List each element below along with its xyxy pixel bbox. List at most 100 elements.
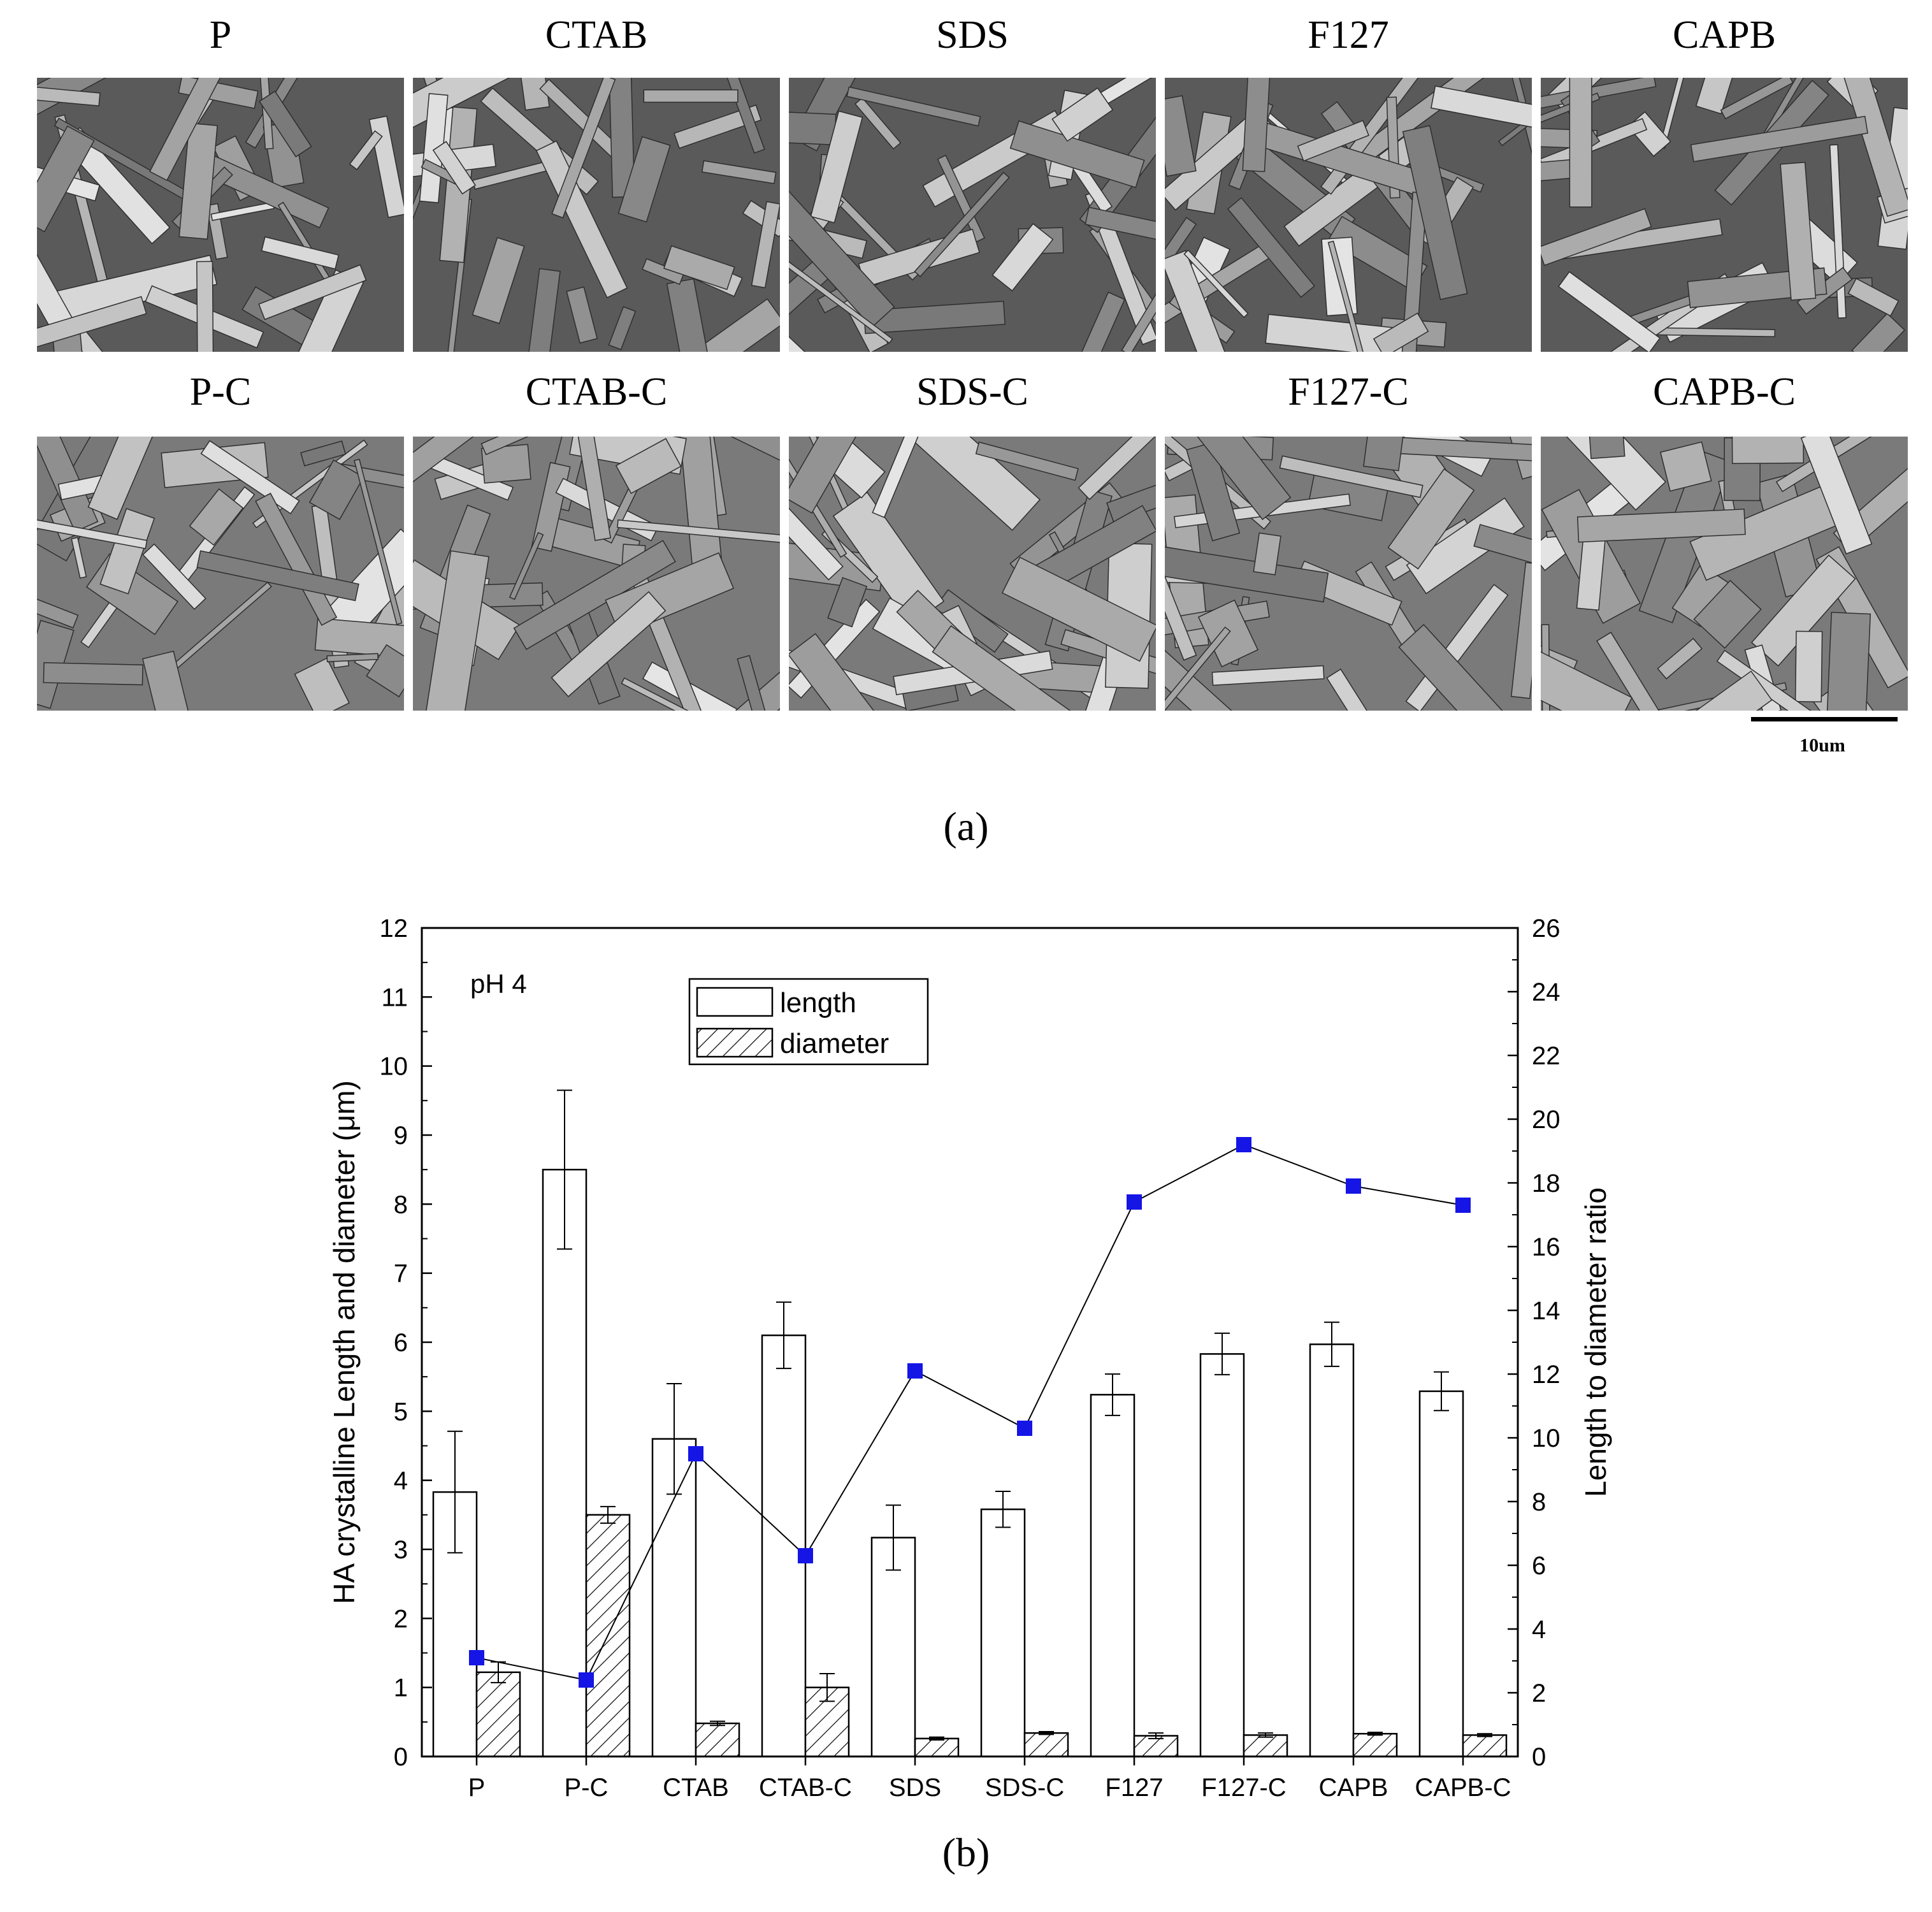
y-tick-label: 0 xyxy=(394,1743,408,1771)
y-axis-title: HA crystalline Length and diameter (μm) xyxy=(328,1080,361,1604)
y-tick-label: 12 xyxy=(380,915,408,943)
bar-diameter xyxy=(1243,1734,1288,1758)
sem-label: P-C xyxy=(189,370,252,414)
y-tick-label: 9 xyxy=(394,1122,408,1150)
y-tick-label: 8 xyxy=(394,1191,408,1219)
bar-diameter xyxy=(695,1722,740,1758)
bar-length xyxy=(1090,1394,1135,1758)
y2-tick-label: 16 xyxy=(1532,1233,1561,1261)
bar-length xyxy=(542,1168,588,1758)
y-tick-label: 5 xyxy=(394,1398,408,1426)
x-tick-label: P xyxy=(468,1774,486,1802)
y2-tick-label: 22 xyxy=(1532,1042,1561,1070)
bar-diameter xyxy=(1352,1733,1398,1758)
bar-diameter xyxy=(1462,1734,1508,1758)
y-tick-label: 11 xyxy=(381,983,408,1011)
y-tick-label: 2 xyxy=(394,1605,408,1633)
x-tick-label: F127-C xyxy=(1201,1774,1286,1802)
x-tick-label: F127 xyxy=(1105,1774,1163,1802)
bar-diameter xyxy=(475,1671,521,1758)
sem-label: P xyxy=(209,13,232,57)
sem-label: CAPB xyxy=(1673,13,1776,57)
chart-panel: P P-C CTAB CTAB-C SDS SDS-C F127 F127-C CAPB CAPB… xyxy=(0,854,1932,1912)
y2-tick-label: 12 xyxy=(1532,1361,1561,1389)
y2-tick-label: 14 xyxy=(1532,1297,1561,1325)
sem-label: F127-C xyxy=(1288,370,1409,414)
bar-diameter xyxy=(914,1737,960,1758)
ratio-point xyxy=(469,1650,484,1665)
bar-line-chart: P P-C CTAB CTAB-C SDS SDS-C F127 F127-C CAPB CAPB… xyxy=(328,915,1612,1802)
sem-micrograph xyxy=(1541,78,1908,352)
ratio-point xyxy=(1346,1178,1361,1194)
bars-layer xyxy=(432,1168,1508,1758)
y2-tick-label: 10 xyxy=(1532,1424,1561,1452)
legend-swatch xyxy=(696,1027,774,1058)
x-tick-label: CTAB-C xyxy=(759,1774,852,1802)
x-tick-label: SDS-C xyxy=(985,1774,1064,1802)
y-tick-label: 7 xyxy=(394,1260,408,1288)
sem-label: CTAB xyxy=(545,13,648,57)
legend-swatch xyxy=(696,987,774,1017)
sem-micrograph xyxy=(37,78,404,352)
error-bars-layer xyxy=(447,1089,1492,1741)
y2-tick-label: 26 xyxy=(1532,915,1561,943)
legend-label: diameter xyxy=(780,1028,889,1059)
sem-label: SDS xyxy=(936,13,1009,57)
ratio-line xyxy=(476,1143,1464,1681)
x-tick-label: CAPB-C xyxy=(1415,1774,1511,1802)
ratio-point xyxy=(798,1548,813,1563)
sem-label: CTAB-C xyxy=(525,370,668,414)
legend: length diameter xyxy=(688,978,929,1066)
y2-tick-label: 24 xyxy=(1532,978,1561,1006)
ratio-line-layer xyxy=(469,1137,1471,1688)
y2-tick-label: 6 xyxy=(1532,1552,1546,1580)
sem-micrograph xyxy=(789,437,1156,711)
bar-diameter xyxy=(1133,1735,1179,1758)
y2-tick-label: 4 xyxy=(1532,1616,1546,1644)
y2-tick-label: 8 xyxy=(1532,1488,1546,1516)
panel-b-caption: (b) xyxy=(942,1830,990,1875)
sem-micrograph xyxy=(789,78,1156,352)
y-tick-label: 10 xyxy=(380,1053,408,1081)
y2-axis-title: Length to diameter ratio xyxy=(1579,1187,1612,1497)
ph-annotation: pH 4 xyxy=(470,969,527,999)
ratio-point xyxy=(1455,1198,1471,1213)
ratio-point xyxy=(1017,1421,1032,1436)
scale-bar-label: 10um xyxy=(1799,735,1845,756)
y2-tick-label: 18 xyxy=(1532,1170,1561,1198)
bar-length xyxy=(1309,1343,1355,1758)
sem-micrograph xyxy=(1165,78,1532,352)
ratio-point xyxy=(688,1446,703,1461)
y-tick-label: 3 xyxy=(394,1536,408,1564)
y-tick-label: 4 xyxy=(394,1467,408,1495)
bar-length xyxy=(870,1537,916,1758)
y-tick-label: 1 xyxy=(394,1674,408,1702)
legend-label: length xyxy=(780,987,856,1018)
y-tick-label: 6 xyxy=(394,1329,408,1357)
ratio-point xyxy=(907,1363,923,1379)
bar-diameter xyxy=(1023,1732,1069,1758)
sem-label: F127 xyxy=(1308,13,1389,57)
y2-tick-label: 2 xyxy=(1532,1679,1546,1707)
sem-micrograph xyxy=(37,437,404,711)
panel-a-caption: (a) xyxy=(943,804,989,849)
sem-micrograph xyxy=(1541,437,1908,711)
x-tick-label: CTAB xyxy=(663,1774,729,1802)
scale-bar xyxy=(1751,717,1898,721)
bar-length xyxy=(980,1508,1026,1758)
sem-label: SDS-C xyxy=(916,370,1028,414)
x-tick-label: SDS xyxy=(889,1774,941,1802)
sem-label: CAPB-C xyxy=(1653,370,1796,414)
y2-tick-label: 20 xyxy=(1532,1106,1561,1134)
x-tick-label: P-C xyxy=(565,1774,609,1802)
bar-length xyxy=(1418,1390,1464,1758)
sem-micrograph xyxy=(1165,437,1532,711)
bar-length xyxy=(761,1334,807,1758)
y2-tick-label: 0 xyxy=(1532,1743,1546,1771)
x-tick-label: CAPB xyxy=(1319,1774,1388,1802)
sem-micrograph xyxy=(413,437,780,711)
sem-micrograph xyxy=(413,78,780,352)
sem-panel: P CTAB SDS F127 CAPB P-C CTAB-C SDS-C F127-C CAPB… xyxy=(0,0,1932,854)
ratio-point xyxy=(1127,1194,1142,1210)
ticks-layer: P P-C CTAB CTAB-C SDS SDS-C F127 F127-C CAPB CAPB… xyxy=(380,915,1561,1802)
